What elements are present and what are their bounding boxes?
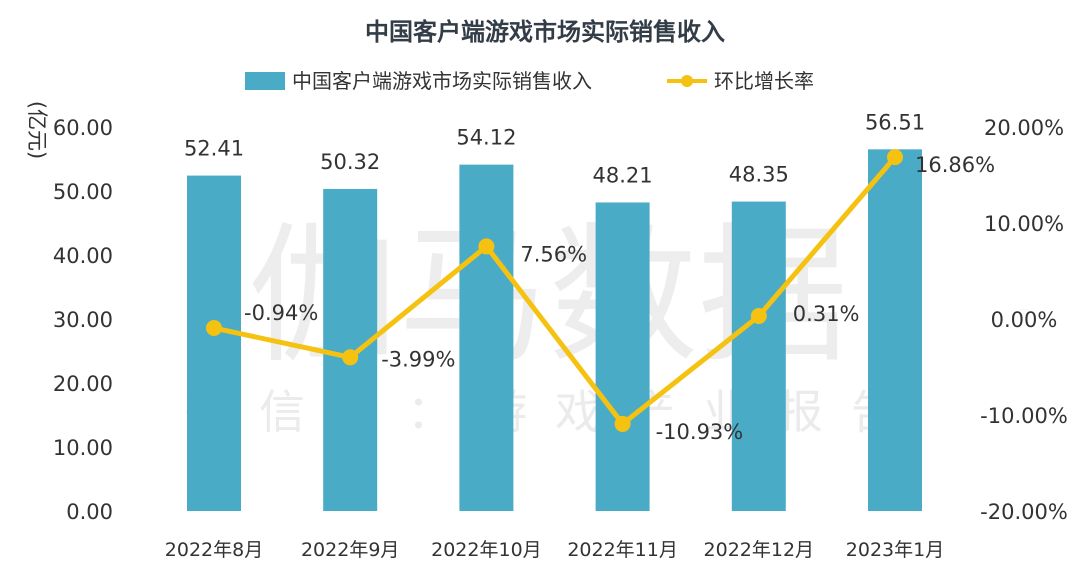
bar [595, 202, 650, 511]
legend: 中国客户端游戏市场实际销售收入 环比增长率 [245, 69, 814, 93]
x-category-label: 2023年1月 [846, 539, 944, 561]
growth-rate-label: -3.99% [381, 347, 455, 371]
growth-rate-label: -10.93% [656, 420, 744, 444]
bar-value-label: 48.35 [729, 163, 789, 187]
bar-value-labels: 52.41 50.32 54.12 48.21 48.35 56.51 [184, 110, 925, 187]
y-left-tick-label: 50.00 [53, 180, 113, 204]
y-right-tick-label: 20.00% [984, 116, 1064, 140]
y-right-tick-label: -20.00% [980, 500, 1068, 524]
bar [187, 175, 241, 512]
growth-rate-point [750, 308, 767, 325]
y-left-tick-label: 30.00 [53, 308, 113, 332]
bar-value-label: 50.32 [320, 150, 380, 174]
growth-rate-line [213, 155, 897, 427]
growth-rate-label: 16.86% [915, 153, 995, 177]
growth-rate-label: 0.31% [793, 302, 860, 326]
line-value-labels: -0.94% -3.99% 7.56% -10.93% 0.31% 16.86% [244, 153, 995, 444]
y-left-tick-label: 0.00 [66, 500, 113, 524]
bar-series [187, 149, 922, 512]
growth-rate-point [614, 415, 631, 432]
bar-value-label: 54.12 [456, 126, 516, 150]
y-axis-left: 0.00 10.00 20.00 30.00 40.00 50.00 60.00 [53, 116, 113, 524]
watermark-sub: 微信号：游戏产业报告 [185, 385, 925, 439]
y-left-tick-label: 40.00 [53, 244, 113, 268]
bar [459, 164, 514, 511]
x-category-label: 2022年11月 [567, 539, 678, 561]
x-category-label: 2022年12月 [704, 539, 815, 561]
x-category-label: 2022年10月 [431, 539, 542, 561]
bar [868, 149, 922, 511]
y-axis-right: -20.00% -10.00% 0.00% 10.00% 20.00% [980, 116, 1068, 524]
bar-value-label: 52.41 [184, 137, 244, 161]
legend-bar-swatch [245, 72, 285, 90]
bar-value-label: 48.21 [593, 163, 653, 187]
x-category-label: 2022年8月 [165, 539, 263, 561]
legend-bar-label: 中国客户端游戏市场实际销售收入 [292, 69, 592, 93]
growth-rate-point [887, 149, 903, 166]
growth-rate-point [206, 320, 222, 337]
line-series [206, 149, 903, 432]
growth-rate-label: 7.56% [520, 242, 587, 266]
bar [731, 201, 786, 511]
y-right-tick-label: 10.00% [984, 212, 1064, 236]
y-left-tick-label: 20.00 [53, 372, 113, 396]
bar-value-label: 56.51 [865, 110, 925, 134]
x-axis: 2022年8月 2022年9月 2022年10月 2022年11月 2022年12月 20… [165, 539, 944, 561]
y-axis-left-label: (亿元) [25, 101, 49, 159]
growth-rate-point [342, 349, 359, 366]
y-right-tick-label: 0.00% [991, 308, 1058, 332]
y-left-tick-label: 60.00 [53, 116, 113, 140]
growth-rate-label: -0.94% [244, 301, 318, 325]
chart-title: 中国客户端游戏市场实际销售收入 [365, 18, 725, 46]
legend-line-label: 环比增长率 [714, 69, 814, 93]
y-right-tick-label: -10.00% [980, 404, 1068, 428]
legend-line-marker [681, 75, 693, 87]
x-category-label: 2022年9月 [301, 539, 399, 561]
growth-rate-point [478, 238, 495, 255]
y-left-tick-label: 10.00 [53, 436, 113, 460]
